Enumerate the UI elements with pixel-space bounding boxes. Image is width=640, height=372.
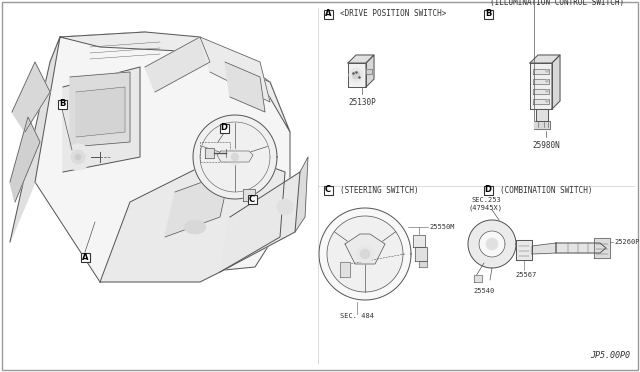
Text: 25567: 25567 [515, 272, 536, 278]
Bar [323, 10, 333, 19]
Polygon shape [193, 115, 277, 199]
Polygon shape [340, 262, 350, 277]
Polygon shape [413, 235, 425, 247]
Polygon shape [348, 63, 366, 87]
Text: SEC.253: SEC.253 [471, 197, 501, 203]
Circle shape [277, 199, 293, 215]
Circle shape [75, 154, 81, 160]
Polygon shape [217, 151, 253, 162]
Bar [483, 10, 493, 19]
Circle shape [352, 71, 360, 79]
Text: D: D [484, 186, 492, 195]
Polygon shape [100, 152, 285, 282]
Polygon shape [594, 238, 610, 258]
Text: 25550M: 25550M [429, 224, 454, 230]
Polygon shape [145, 37, 210, 92]
Polygon shape [345, 234, 385, 264]
Polygon shape [556, 243, 606, 253]
Polygon shape [534, 121, 550, 129]
Text: (ILLUMINATION CONTROL SWITCH): (ILLUMINATION CONTROL SWITCH) [490, 0, 624, 7]
Text: A: A [82, 253, 88, 262]
Text: B: B [59, 99, 65, 109]
Circle shape [360, 249, 370, 259]
Circle shape [227, 149, 243, 165]
Text: SEC. 484: SEC. 484 [340, 313, 374, 319]
Circle shape [231, 153, 239, 161]
Circle shape [545, 70, 548, 73]
Polygon shape [533, 89, 549, 94]
Polygon shape [533, 99, 549, 104]
Bar [483, 186, 493, 195]
Polygon shape [243, 189, 255, 201]
Ellipse shape [184, 220, 206, 234]
Circle shape [545, 90, 548, 93]
Polygon shape [516, 240, 532, 260]
Text: D: D [221, 124, 227, 132]
Circle shape [486, 238, 498, 250]
Polygon shape [205, 148, 214, 158]
Polygon shape [530, 55, 560, 63]
Polygon shape [366, 69, 372, 74]
Polygon shape [530, 63, 552, 109]
Polygon shape [532, 243, 556, 254]
Circle shape [71, 150, 85, 164]
Polygon shape [200, 37, 270, 102]
Polygon shape [165, 172, 230, 237]
Bar [58, 99, 67, 109]
Polygon shape [327, 216, 403, 292]
Text: C: C [325, 186, 331, 195]
Polygon shape [468, 220, 516, 268]
Polygon shape [63, 67, 140, 172]
Text: (STEERING SWITCH): (STEERING SWITCH) [340, 186, 419, 195]
Polygon shape [348, 55, 374, 63]
Text: (47945X): (47945X) [469, 205, 503, 211]
Polygon shape [10, 37, 60, 242]
Polygon shape [12, 62, 50, 132]
Text: (COMBINATION SWITCH): (COMBINATION SWITCH) [500, 186, 593, 195]
Circle shape [545, 80, 548, 83]
Bar [248, 195, 257, 203]
Polygon shape [366, 55, 374, 87]
Text: JP5.00P0: JP5.00P0 [590, 351, 630, 360]
Text: 25980N: 25980N [532, 141, 560, 150]
Text: 25260P: 25260P [614, 239, 639, 245]
Polygon shape [479, 231, 505, 257]
Polygon shape [10, 117, 40, 202]
Polygon shape [319, 208, 411, 300]
Text: A: A [324, 10, 332, 19]
Polygon shape [533, 69, 549, 74]
Bar [220, 124, 228, 132]
Polygon shape [419, 261, 427, 267]
Polygon shape [536, 109, 548, 121]
Circle shape [349, 68, 363, 82]
Text: 25540: 25540 [474, 288, 495, 294]
Polygon shape [415, 247, 427, 261]
Polygon shape [474, 275, 482, 282]
Polygon shape [35, 32, 290, 282]
Polygon shape [76, 87, 125, 137]
Text: C: C [249, 195, 255, 203]
Polygon shape [295, 157, 308, 232]
Text: B: B [485, 10, 491, 19]
Circle shape [356, 245, 374, 263]
Text: <DRIVE POSITION SWITCH>: <DRIVE POSITION SWITCH> [340, 10, 446, 19]
Polygon shape [220, 172, 300, 272]
Polygon shape [225, 62, 265, 112]
Bar [81, 253, 90, 262]
Polygon shape [533, 79, 549, 84]
Bar [323, 186, 333, 195]
Polygon shape [60, 32, 290, 132]
Circle shape [65, 144, 91, 170]
Circle shape [545, 99, 548, 103]
Polygon shape [552, 55, 560, 109]
Polygon shape [70, 72, 130, 147]
Text: 25130P: 25130P [348, 98, 376, 107]
